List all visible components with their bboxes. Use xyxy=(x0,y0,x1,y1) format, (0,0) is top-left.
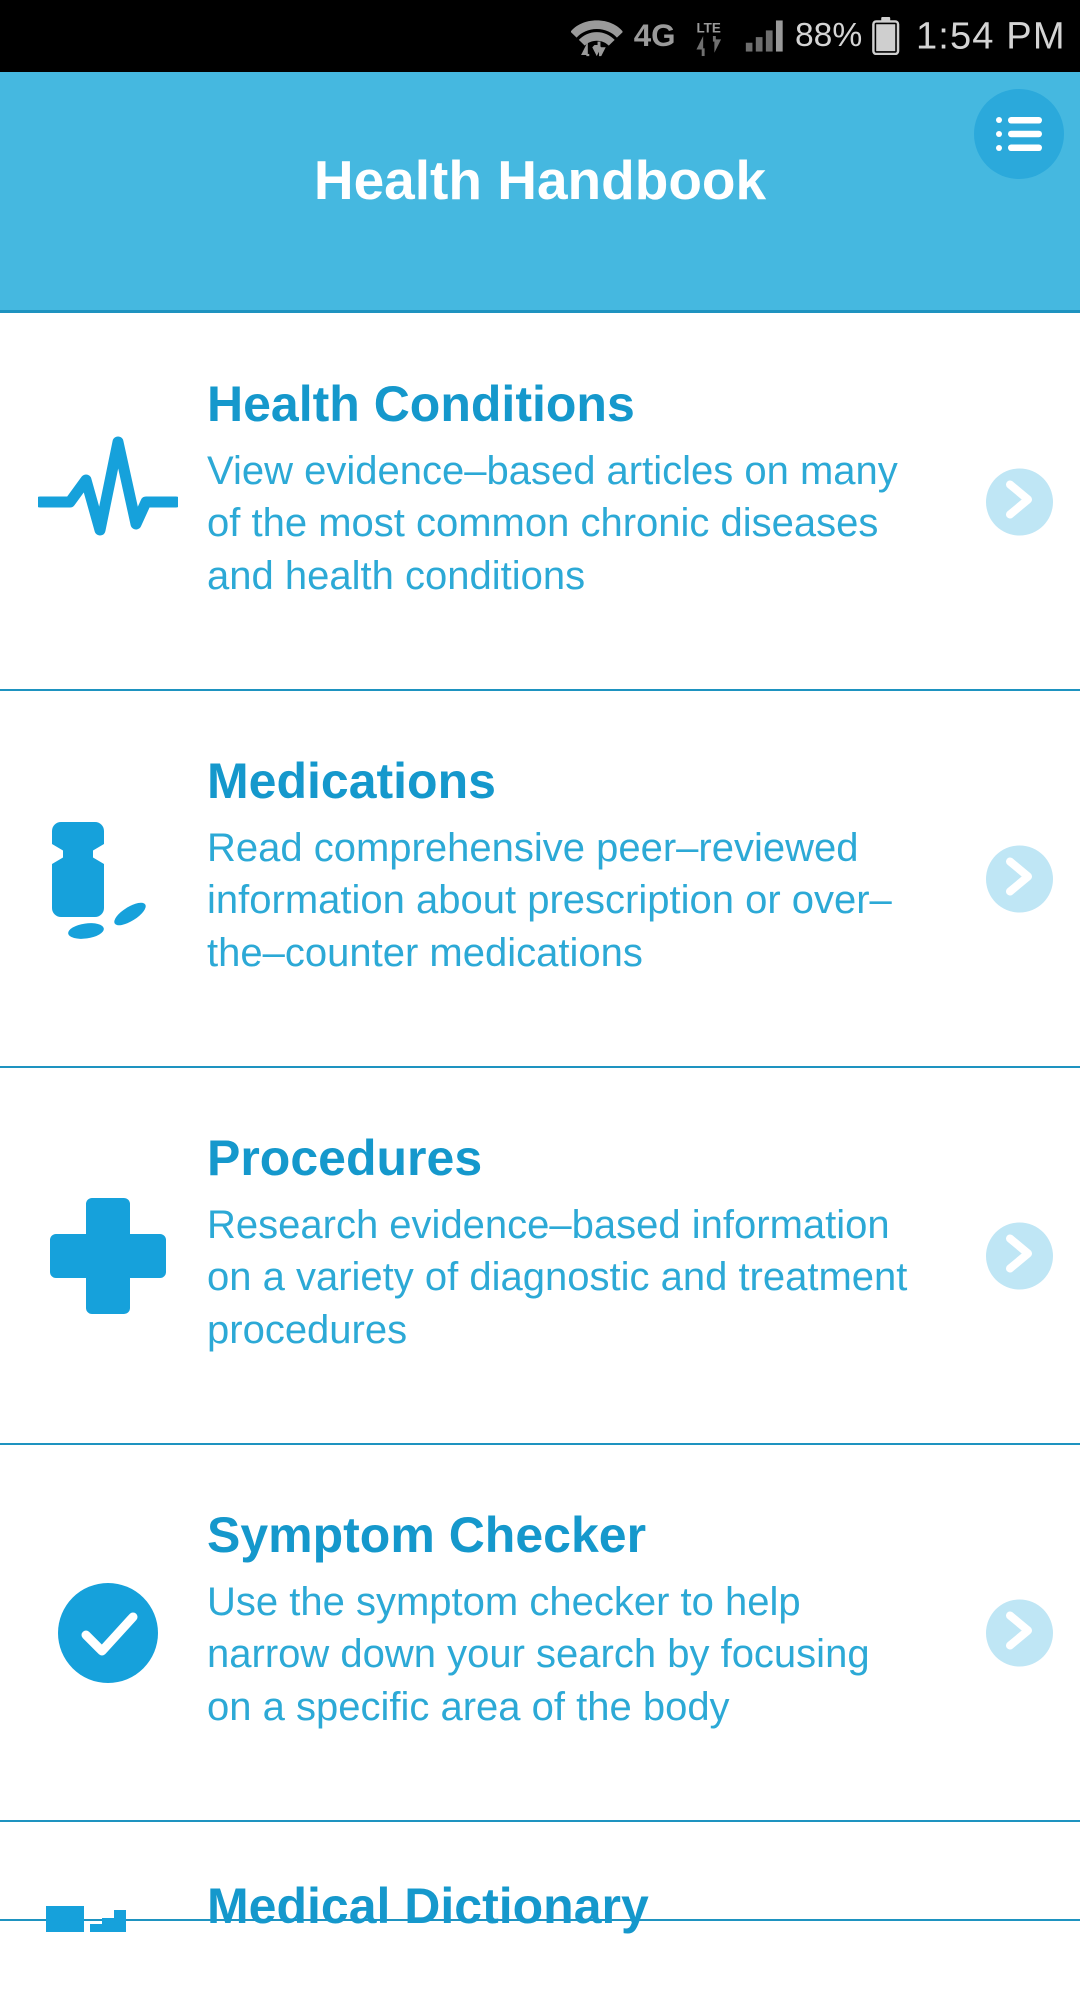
svg-text:LTE: LTE xyxy=(697,21,721,36)
svg-text:4G: 4G xyxy=(634,18,676,53)
